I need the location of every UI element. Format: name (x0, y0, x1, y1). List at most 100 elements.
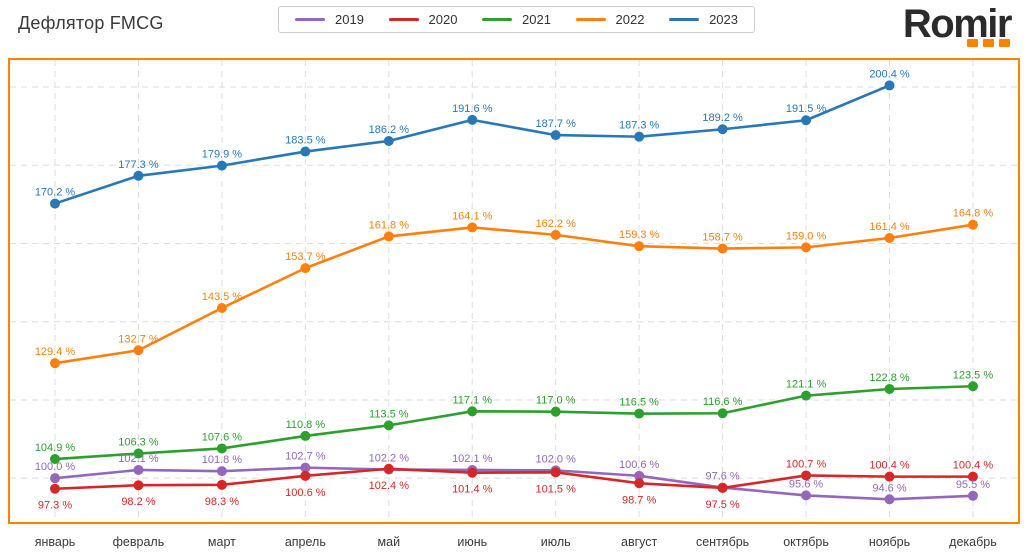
data-point-2020-январь[interactable] (50, 483, 60, 494)
romir-logo-text: Romir (902, 2, 1013, 46)
value-label-2023-июнь: 191.6 % (452, 103, 493, 115)
value-label-2022-февраль: 132.7 % (118, 333, 159, 345)
value-label-2019-март: 101.8 % (202, 454, 243, 466)
data-point-2021-январь[interactable] (50, 454, 60, 465)
data-point-2023-июнь[interactable] (467, 114, 478, 125)
legend-item-2019[interactable]: 2019 (295, 12, 364, 27)
data-point-2022-ноябрь[interactable] (884, 232, 895, 243)
data-point-2020-февраль[interactable] (133, 480, 144, 491)
data-point-2022-март[interactable] (216, 303, 227, 314)
romir-dot-icon (982, 39, 994, 47)
value-label-2019-январь: 100.0 % (35, 461, 76, 473)
data-point-2019-ноябрь[interactable] (884, 494, 895, 505)
legend-item-2023[interactable]: 2023 (669, 12, 738, 27)
value-label-2019-август: 100.6 % (619, 459, 660, 471)
x-axis-label-март: март (208, 535, 236, 549)
value-label-2022-сентябрь: 158.7 % (702, 232, 743, 244)
data-point-2022-февраль[interactable] (133, 345, 144, 356)
data-point-2023-февраль[interactable] (133, 170, 144, 181)
data-point-2021-март[interactable] (216, 443, 227, 454)
value-label-2023-август: 187.3 % (619, 120, 660, 132)
data-point-2023-апрель[interactable] (300, 146, 311, 157)
value-label-2023-февраль: 177.3 % (118, 159, 159, 171)
x-axis-label-август: август (621, 535, 658, 549)
plot-border (8, 58, 1020, 524)
data-point-2021-октябрь[interactable] (801, 390, 812, 401)
data-point-2019-январь[interactable] (50, 473, 60, 484)
data-point-2022-июль[interactable] (550, 229, 561, 240)
x-axis-label-октябрь: октябрь (783, 535, 829, 549)
x-axis-label-январь: январь (35, 535, 76, 549)
data-point-2023-сентябрь[interactable] (717, 124, 728, 135)
data-point-2023-июль[interactable] (550, 130, 561, 141)
data-point-2022-октябрь[interactable] (801, 242, 812, 253)
data-point-2019-март[interactable] (216, 466, 227, 477)
series-line-2021 (53, 384, 975, 461)
data-point-2022-сентябрь[interactable] (717, 243, 728, 254)
value-label-2023-май: 186.2 % (369, 124, 410, 136)
legend-swatch-icon (575, 18, 606, 21)
data-point-2021-июль[interactable] (550, 406, 561, 417)
data-point-2020-ноябрь[interactable] (884, 471, 895, 482)
value-label-2021-май: 113.5 % (369, 408, 409, 420)
data-point-2023-март[interactable] (216, 160, 227, 171)
data-point-2020-июнь[interactable] (467, 467, 478, 478)
data-point-2023-октябрь[interactable] (801, 115, 812, 126)
series-line-2019 (53, 466, 975, 501)
data-point-2020-июль[interactable] (550, 467, 561, 478)
data-point-2022-май[interactable] (383, 231, 394, 242)
data-point-2019-август[interactable] (634, 470, 645, 481)
x-axis-label-июнь: июнь (457, 535, 487, 549)
value-label-2022-ноябрь: 161.4 % (869, 221, 910, 233)
data-point-2019-февраль[interactable] (133, 464, 144, 475)
value-label-2021-сентябрь: 116.6 % (703, 396, 743, 408)
data-point-2021-сентябрь[interactable] (717, 408, 728, 419)
data-point-2023-январь[interactable] (50, 198, 60, 209)
romir-logo: Romir (902, 2, 1013, 47)
value-label-2023-октябрь: 191.5 % (786, 103, 827, 115)
data-point-2020-март[interactable] (216, 479, 227, 490)
data-point-2021-апрель[interactable] (300, 430, 311, 441)
data-point-2021-декабрь[interactable] (967, 381, 978, 392)
value-label-2023-июль: 187.7 % (536, 118, 577, 130)
x-axis-label-декабрь: декабрь (949, 535, 997, 549)
data-point-2021-июнь[interactable] (467, 406, 478, 417)
value-label-2022-октябрь: 159.0 % (786, 230, 827, 242)
value-label-2021-апрель: 110.8 % (286, 419, 326, 431)
data-point-2020-апрель[interactable] (300, 470, 311, 481)
data-point-2023-ноябрь[interactable] (884, 80, 895, 91)
data-point-2021-май[interactable] (383, 420, 394, 431)
data-point-2023-май[interactable] (383, 135, 394, 146)
legend-label: 2021 (522, 12, 551, 27)
data-point-2022-июнь[interactable] (467, 222, 478, 233)
value-label-2020-февраль: 98.2 % (121, 496, 155, 508)
data-point-2021-ноябрь[interactable] (884, 383, 895, 394)
data-point-2023-август[interactable] (634, 131, 645, 142)
data-point-2019-апрель[interactable] (300, 462, 311, 473)
series-line-2020 (53, 467, 975, 491)
data-point-2020-август[interactable] (634, 478, 645, 489)
legend-swatch-icon (295, 18, 325, 21)
value-label-2019-май: 102.2 % (369, 453, 410, 465)
legend-item-2020[interactable]: 2020 (388, 12, 457, 27)
value-label-2020-ноябрь: 100.4 % (869, 460, 910, 472)
data-point-2020-май[interactable] (383, 463, 394, 474)
value-label-2020-октябрь: 100.7 % (786, 458, 827, 470)
data-point-2019-октябрь[interactable] (801, 490, 812, 501)
data-point-2022-август[interactable] (634, 241, 645, 252)
legend-item-2021[interactable]: 2021 (482, 12, 551, 27)
data-point-2019-декабрь[interactable] (967, 490, 978, 501)
value-label-2022-июнь: 164.1 % (452, 210, 493, 222)
data-point-2021-февраль[interactable] (133, 448, 144, 459)
data-point-2022-декабрь[interactable] (967, 219, 978, 230)
data-point-2022-январь[interactable] (50, 358, 60, 369)
value-label-2021-январь: 104.9 % (35, 442, 76, 454)
data-point-2022-апрель[interactable] (300, 263, 311, 274)
data-point-2020-сентябрь[interactable] (717, 482, 728, 493)
legend-item-2022[interactable]: 2022 (575, 12, 644, 27)
value-label-2023-январь: 170.2 % (35, 187, 76, 199)
data-point-2020-октябрь[interactable] (801, 470, 812, 481)
data-point-2020-декабрь[interactable] (967, 471, 978, 482)
data-point-2021-август[interactable] (634, 408, 645, 419)
